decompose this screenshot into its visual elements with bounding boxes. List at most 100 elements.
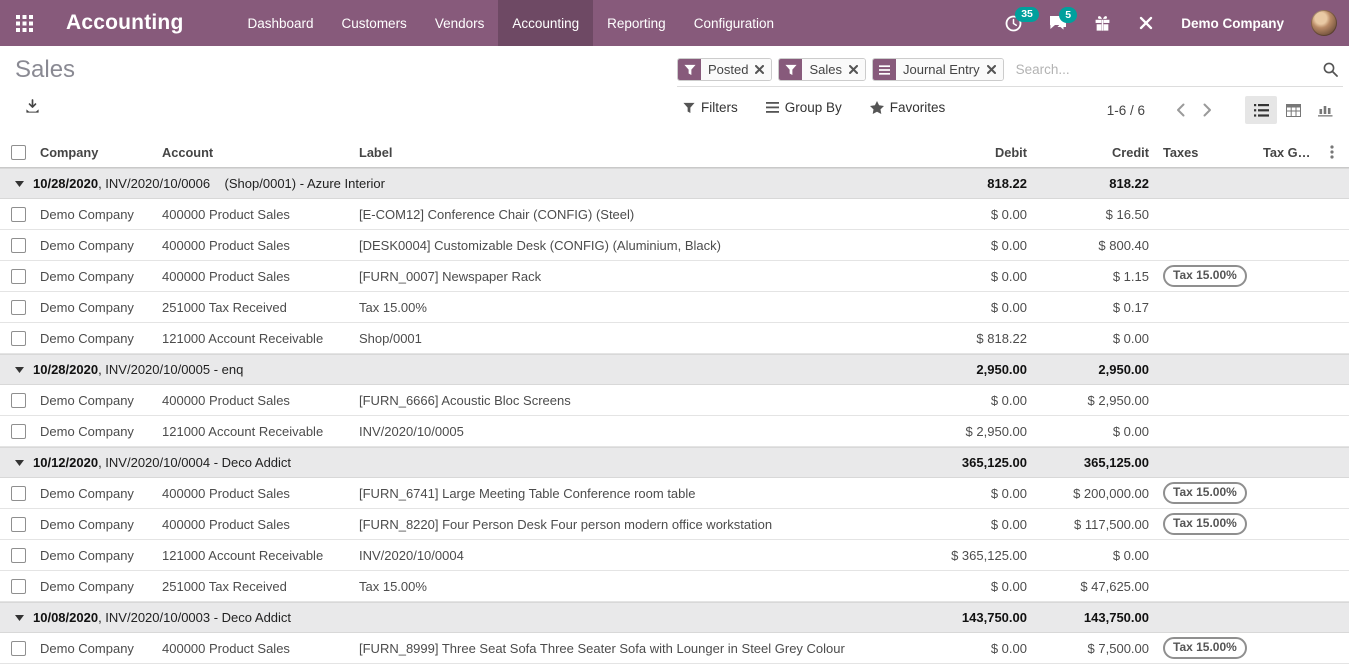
group-row[interactable]: 10/08/2020, INV/2020/10/0003 - Deco Addi… xyxy=(0,602,1349,633)
row-checkbox[interactable] xyxy=(10,547,26,563)
cell-debit: $ 0.00 xyxy=(990,485,1027,501)
column-header-credit[interactable]: Credit xyxy=(1112,144,1149,160)
group-by-button[interactable]: Group By xyxy=(765,100,842,115)
list-view-button[interactable] xyxy=(1245,96,1277,124)
row-checkbox[interactable] xyxy=(10,516,26,532)
activities-button[interactable]: 35 xyxy=(1005,6,1039,32)
cell-credit: $ 0.00 xyxy=(1112,547,1149,563)
facet-remove-icon[interactable] xyxy=(755,65,765,74)
company-switcher[interactable]: Demo Company xyxy=(1181,15,1284,31)
header-band: Sales Posted Sales Journal Entry xyxy=(0,46,1349,89)
cell-label: [FURN_8999] Three Seat Sofa Three Seater… xyxy=(359,640,845,656)
row-checkbox[interactable] xyxy=(10,640,26,656)
column-header-account[interactable]: Account xyxy=(162,144,214,160)
export-button[interactable] xyxy=(25,99,40,114)
search-icon[interactable] xyxy=(1320,62,1341,77)
cell-credit: $ 117,500.00 xyxy=(1074,516,1149,532)
row-checkbox[interactable] xyxy=(10,206,26,222)
journal-item-row[interactable]: Demo Company 400000 Product Sales [FURN_… xyxy=(0,633,1349,664)
row-checkbox[interactable] xyxy=(10,330,26,346)
caret-down-icon xyxy=(15,366,24,373)
row-checkbox[interactable] xyxy=(10,392,26,408)
search-bar[interactable]: Posted Sales Journal Entry xyxy=(677,57,1343,87)
facet-remove-icon[interactable] xyxy=(849,65,859,74)
nav-item-customers[interactable]: Customers xyxy=(341,15,407,31)
journal-item-row[interactable]: Demo Company 400000 Product Sales [FURN_… xyxy=(0,385,1349,416)
journal-item-row[interactable]: Demo Company 400000 Product Sales [FURN_… xyxy=(0,478,1349,509)
pivot-view-icon xyxy=(1285,103,1301,117)
row-checkbox[interactable] xyxy=(10,237,26,253)
messages-button[interactable]: 5 xyxy=(1049,7,1078,31)
cell-label: Tax 15.00% xyxy=(359,299,427,315)
tax-pill: Tax 15.00% xyxy=(1163,482,1247,504)
journal-item-row[interactable]: Demo Company 400000 Product Sales [E-COM… xyxy=(0,199,1349,230)
journal-item-row[interactable]: Demo Company 400000 Product Sales [FURN_… xyxy=(0,261,1349,292)
cell-label: Shop/0001 xyxy=(359,330,422,346)
journal-item-row[interactable]: Demo Company 121000 Account Receivable S… xyxy=(0,323,1349,354)
app-brand[interactable]: Accounting xyxy=(66,11,184,34)
favorites-button[interactable]: Favorites xyxy=(869,100,945,115)
nav-item-dashboard[interactable]: Dashboard xyxy=(247,15,314,31)
nav-item-configuration[interactable]: Configuration xyxy=(693,15,775,31)
search-input[interactable] xyxy=(1009,60,1320,79)
group-row[interactable]: 10/28/2020, INV/2020/10/0005 - enq 2,950… xyxy=(0,354,1349,385)
journal-item-row[interactable]: Demo Company 251000 Tax Received Tax 15.… xyxy=(0,292,1349,323)
journal-item-row[interactable]: Demo Company 121000 Account Receivable I… xyxy=(0,416,1349,447)
graph-view-button[interactable] xyxy=(1309,96,1341,124)
search-facet[interactable]: Posted xyxy=(677,58,773,81)
systray: 35 5 Demo Company xyxy=(1005,0,1349,46)
filters-button[interactable]: Filters xyxy=(683,100,738,115)
pager-previous-button[interactable] xyxy=(1167,101,1194,119)
group-date: 10/28/2020 xyxy=(33,176,99,191)
pivot-view-button[interactable] xyxy=(1277,96,1309,124)
gift-button[interactable] xyxy=(1094,15,1111,32)
nav-item-reporting[interactable]: Reporting xyxy=(607,15,666,31)
journal-item-row[interactable]: Demo Company 400000 Product Sales [DESK0… xyxy=(0,230,1349,261)
row-checkbox[interactable] xyxy=(10,423,26,439)
cell-account: 121000 Account Receivable xyxy=(162,330,324,346)
page-title: Sales xyxy=(15,56,76,83)
search-facet[interactable]: Sales xyxy=(778,58,867,81)
journal-item-row[interactable]: Demo Company 400000 Product Sales [FURN_… xyxy=(0,509,1349,540)
group-debit-total: 2,950.00 xyxy=(976,362,1027,377)
star-icon xyxy=(869,101,884,114)
group-name: , INV/2020/10/0006 (Shop/0001) - Azure I… xyxy=(98,176,385,191)
group-row[interactable]: 10/12/2020, INV/2020/10/0004 - Deco Addi… xyxy=(0,447,1349,478)
pager-and-views: 1-6 / 6 xyxy=(1107,96,1341,124)
tax-pill: Tax 15.00% xyxy=(1163,513,1247,535)
apps-grid-icon xyxy=(15,14,33,32)
cell-company: Demo Company xyxy=(40,547,134,563)
cell-account: 400000 Product Sales xyxy=(162,516,290,532)
top-navbar: Accounting Dashboard Customers Vendors A… xyxy=(0,0,1349,46)
nav-item-vendors[interactable]: Vendors xyxy=(434,15,485,31)
select-all-checkbox[interactable] xyxy=(10,144,26,160)
cell-credit: $ 1.15 xyxy=(1112,268,1149,284)
optional-columns-toggle[interactable] xyxy=(1319,145,1349,159)
group-credit-total: 2,950.00 xyxy=(1098,362,1149,377)
cell-label: INV/2020/10/0005 xyxy=(359,423,464,439)
row-checkbox[interactable] xyxy=(10,485,26,501)
group-debit-total: 818.22 xyxy=(987,176,1027,191)
apps-menu-button[interactable] xyxy=(0,0,48,46)
debug-tools-button[interactable] xyxy=(1138,15,1154,31)
user-avatar[interactable] xyxy=(1311,10,1337,36)
main-menu: Dashboard Customers Vendors Accounting R… xyxy=(234,0,789,46)
column-header-company[interactable]: Company xyxy=(40,144,99,160)
row-checkbox[interactable] xyxy=(10,268,26,284)
pager-next-button[interactable] xyxy=(1194,101,1221,119)
facet-remove-icon[interactable] xyxy=(986,65,996,74)
group-name: , INV/2020/10/0004 - Deco Addict xyxy=(98,455,292,470)
row-checkbox[interactable] xyxy=(10,578,26,594)
cell-company: Demo Company xyxy=(40,330,134,346)
journal-item-row[interactable]: Demo Company 121000 Account Receivable I… xyxy=(0,540,1349,571)
column-header-tax-grids[interactable]: Tax Grids xyxy=(1263,144,1319,160)
column-header-taxes[interactable]: Taxes xyxy=(1163,144,1199,160)
column-header-debit[interactable]: Debit xyxy=(995,144,1027,160)
group-row[interactable]: 10/28/2020, INV/2020/10/0006 (Shop/0001)… xyxy=(0,168,1349,199)
journal-item-row[interactable]: Demo Company 251000 Tax Received Tax 15.… xyxy=(0,571,1349,602)
cell-company: Demo Company xyxy=(40,299,134,315)
search-facet[interactable]: Journal Entry xyxy=(872,58,1004,81)
column-header-label[interactable]: Label xyxy=(359,144,393,160)
row-checkbox[interactable] xyxy=(10,299,26,315)
nav-item-accounting[interactable]: Accounting xyxy=(498,0,594,46)
